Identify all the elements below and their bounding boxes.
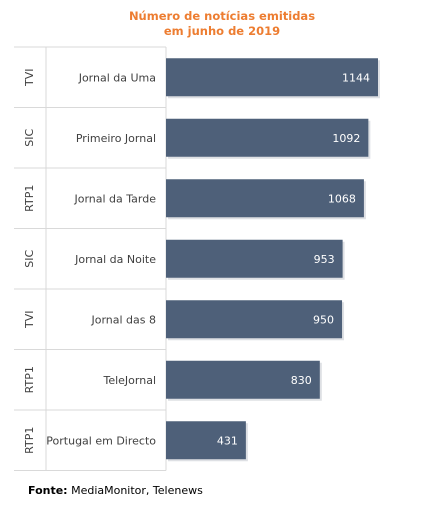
bar-chart: 1144 Jornal da Uma TVI 1092 Primeiro Jornal S… <box>14 46 380 471</box>
bar-value-label: 950 <box>313 313 334 326</box>
channel-label: TVI <box>23 69 36 88</box>
bar-value-label: 1092 <box>332 132 360 145</box>
bar <box>166 360 320 399</box>
category-label: Primeiro Jornal <box>76 132 156 145</box>
bar-value-label: 431 <box>217 434 238 447</box>
category-label: Jornal da Uma <box>78 71 156 84</box>
chart-subtitle: em junho de 2019 <box>163 24 281 38</box>
channel-label: RTP1 <box>23 366 36 393</box>
bar <box>166 239 343 278</box>
bar-value-label: 953 <box>314 253 335 266</box>
bar <box>166 179 364 218</box>
bar-value-label: 830 <box>291 374 312 387</box>
bar-value-label: 1068 <box>328 192 356 205</box>
source-label: Fonte: <box>28 484 68 497</box>
bar <box>166 421 246 460</box>
category-label: Jornal das 8 <box>90 313 156 326</box>
bar <box>166 58 378 97</box>
category-label: Portugal em Directo <box>46 434 156 447</box>
channel-label: SIC <box>23 249 36 267</box>
category-label: Jornal da Tarde <box>73 192 156 205</box>
source-note: Fonte: MediaMonitor, Telenews <box>28 484 203 497</box>
category-label: TeleJornal <box>102 374 156 387</box>
chart-title-block: Número de notícias emitidas em junho de … <box>0 9 444 39</box>
channel-label: RTP1 <box>23 185 36 212</box>
channel-label: SIC <box>23 128 36 146</box>
channel-label: RTP1 <box>23 427 36 454</box>
bar-value-label: 1144 <box>342 71 370 84</box>
bar <box>166 300 343 339</box>
source-text: MediaMonitor, Telenews <box>71 484 203 497</box>
bar <box>166 118 369 157</box>
category-label: Jornal da Noite <box>74 253 156 266</box>
channel-label: TVI <box>23 311 36 330</box>
chart-title: Número de notícias emitidas <box>128 9 316 23</box>
